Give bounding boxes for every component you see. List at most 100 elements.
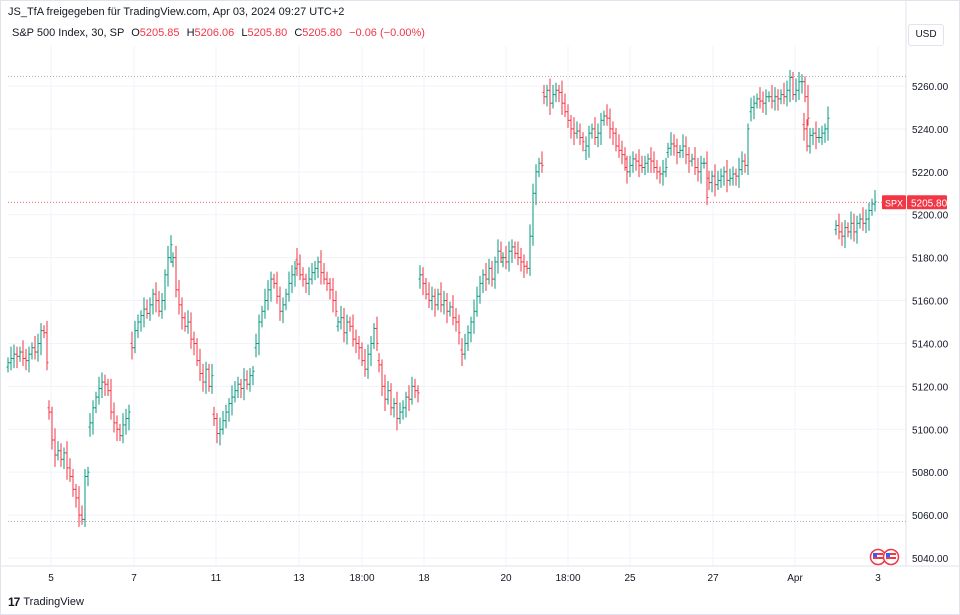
ohlc-bar [637,149,641,178]
ohlc-bar [278,286,282,321]
ohlc-bar [740,151,744,176]
ohlc-bar [45,320,49,371]
x-tick-label: 27 [707,573,719,584]
ohlc-bar [699,155,703,184]
ohlc-bar [154,282,158,313]
ohlc-bar [581,132,585,152]
ohlc-bar [590,123,594,139]
ohlc-bar [210,363,214,394]
ohlc-bar [572,117,576,145]
attribution: JS_TfA freigegeben für TradingView.com, … [8,6,345,18]
ohlc-bar [669,132,673,156]
ohlc-bar [230,385,234,416]
ohlc-bar [646,153,650,173]
ohlc-bar [475,286,479,317]
ohlc-bar [171,252,175,268]
ohlc-bar [534,164,538,206]
ohlc-bar [873,190,877,212]
ohlc-bar [710,170,714,193]
ohlc-bar [602,110,606,126]
ohlc-bar [377,353,381,373]
ohlc-bar [24,348,28,371]
x-tick-label: 25 [624,573,636,584]
legend-low-value: 5205.80 [247,27,288,39]
ohlc-bar [118,423,122,442]
ohlc-bar [287,271,291,302]
ohlc-bar [133,320,137,354]
ohlc-bar [805,119,809,152]
ohlc-bar [18,346,22,362]
ohlc-bar [183,312,187,332]
ohlc-bar [548,78,552,115]
ohlc-bar [713,164,717,197]
ohlc-bar [652,151,656,173]
ohlc-bar [596,123,600,148]
currency-button[interactable]: USD [908,24,944,46]
ohlc-bar [664,157,668,178]
ohlc-bar [281,297,285,324]
ohlc-bar [764,89,768,115]
ohlc-bar [817,127,821,143]
y-tick-label: 5240.00 [912,125,949,136]
ohlc-bar [363,348,367,377]
ohlc-bar [383,374,387,412]
ohlc-bar [611,121,615,145]
ohlc-bar [617,134,621,158]
ohlc-bar [776,89,780,111]
ohlc-bar [487,258,491,285]
ohlc-bar [100,372,104,399]
ohlc-bar [251,365,255,386]
ohlc-bar [407,385,411,412]
ohlc-bar [554,82,558,103]
ohlc-bar [608,108,612,139]
y-tick-label: 5260.00 [912,82,949,93]
ohlc-bar [157,290,161,317]
ohlc-bar [504,245,508,270]
chart-legend: S&P 500 Index, 30, SP O5205.85 H5206.06 … [12,27,425,39]
ohlc-bar [372,323,376,349]
ohlc-bar [800,74,804,94]
footer-brand[interactable]: TradingView [23,596,84,608]
ohlc-bar [260,305,264,328]
ohlc-bar [366,344,370,379]
ohlc-bar [86,466,90,487]
ohlc-bar [257,314,261,356]
ohlc-bar [794,78,798,103]
x-tick-label: 13 [293,573,305,584]
ohlc-bar [705,151,709,206]
ohlc-bar [331,278,335,313]
ohlc-bar [752,95,756,120]
ohlc-bar [201,363,205,392]
ohlc-bar [192,331,196,356]
ohlc-bar [348,316,352,332]
legend-open-value: 5205.85 [139,27,180,39]
ohlc-bar [758,87,762,109]
ohlc-bar [797,72,801,100]
y-tick-label: 5120.00 [912,382,949,393]
ohlc-bar [707,170,711,191]
ohlc-bar [666,142,670,158]
ohlc-bar [584,136,588,161]
x-tick-label: 3 [875,573,881,584]
ohlc-bar [545,84,549,107]
ohlc-bar [215,413,219,444]
tradingview-logo-icon[interactable]: 17 [8,595,20,609]
ohlc-bar [734,168,738,186]
ohlc-bar [36,333,40,362]
ohlc-bar [540,151,544,173]
ohlc-bar [484,263,488,291]
ohlc-bar [454,308,458,332]
x-tick-label: 18:00 [555,573,580,584]
ohlc-bar [328,278,332,300]
ohlc-bar [849,211,853,240]
x-tick-label: 5 [48,573,54,584]
ohlc-bar [148,297,152,321]
ohlc-bar [490,260,494,287]
ohlc-bar [418,265,422,289]
ohlc-bar [218,417,222,446]
ohlc-bar [221,411,225,435]
ohlc-bar [121,413,125,444]
ohlc-bar [823,123,827,143]
legend-low-label: L [241,27,248,39]
